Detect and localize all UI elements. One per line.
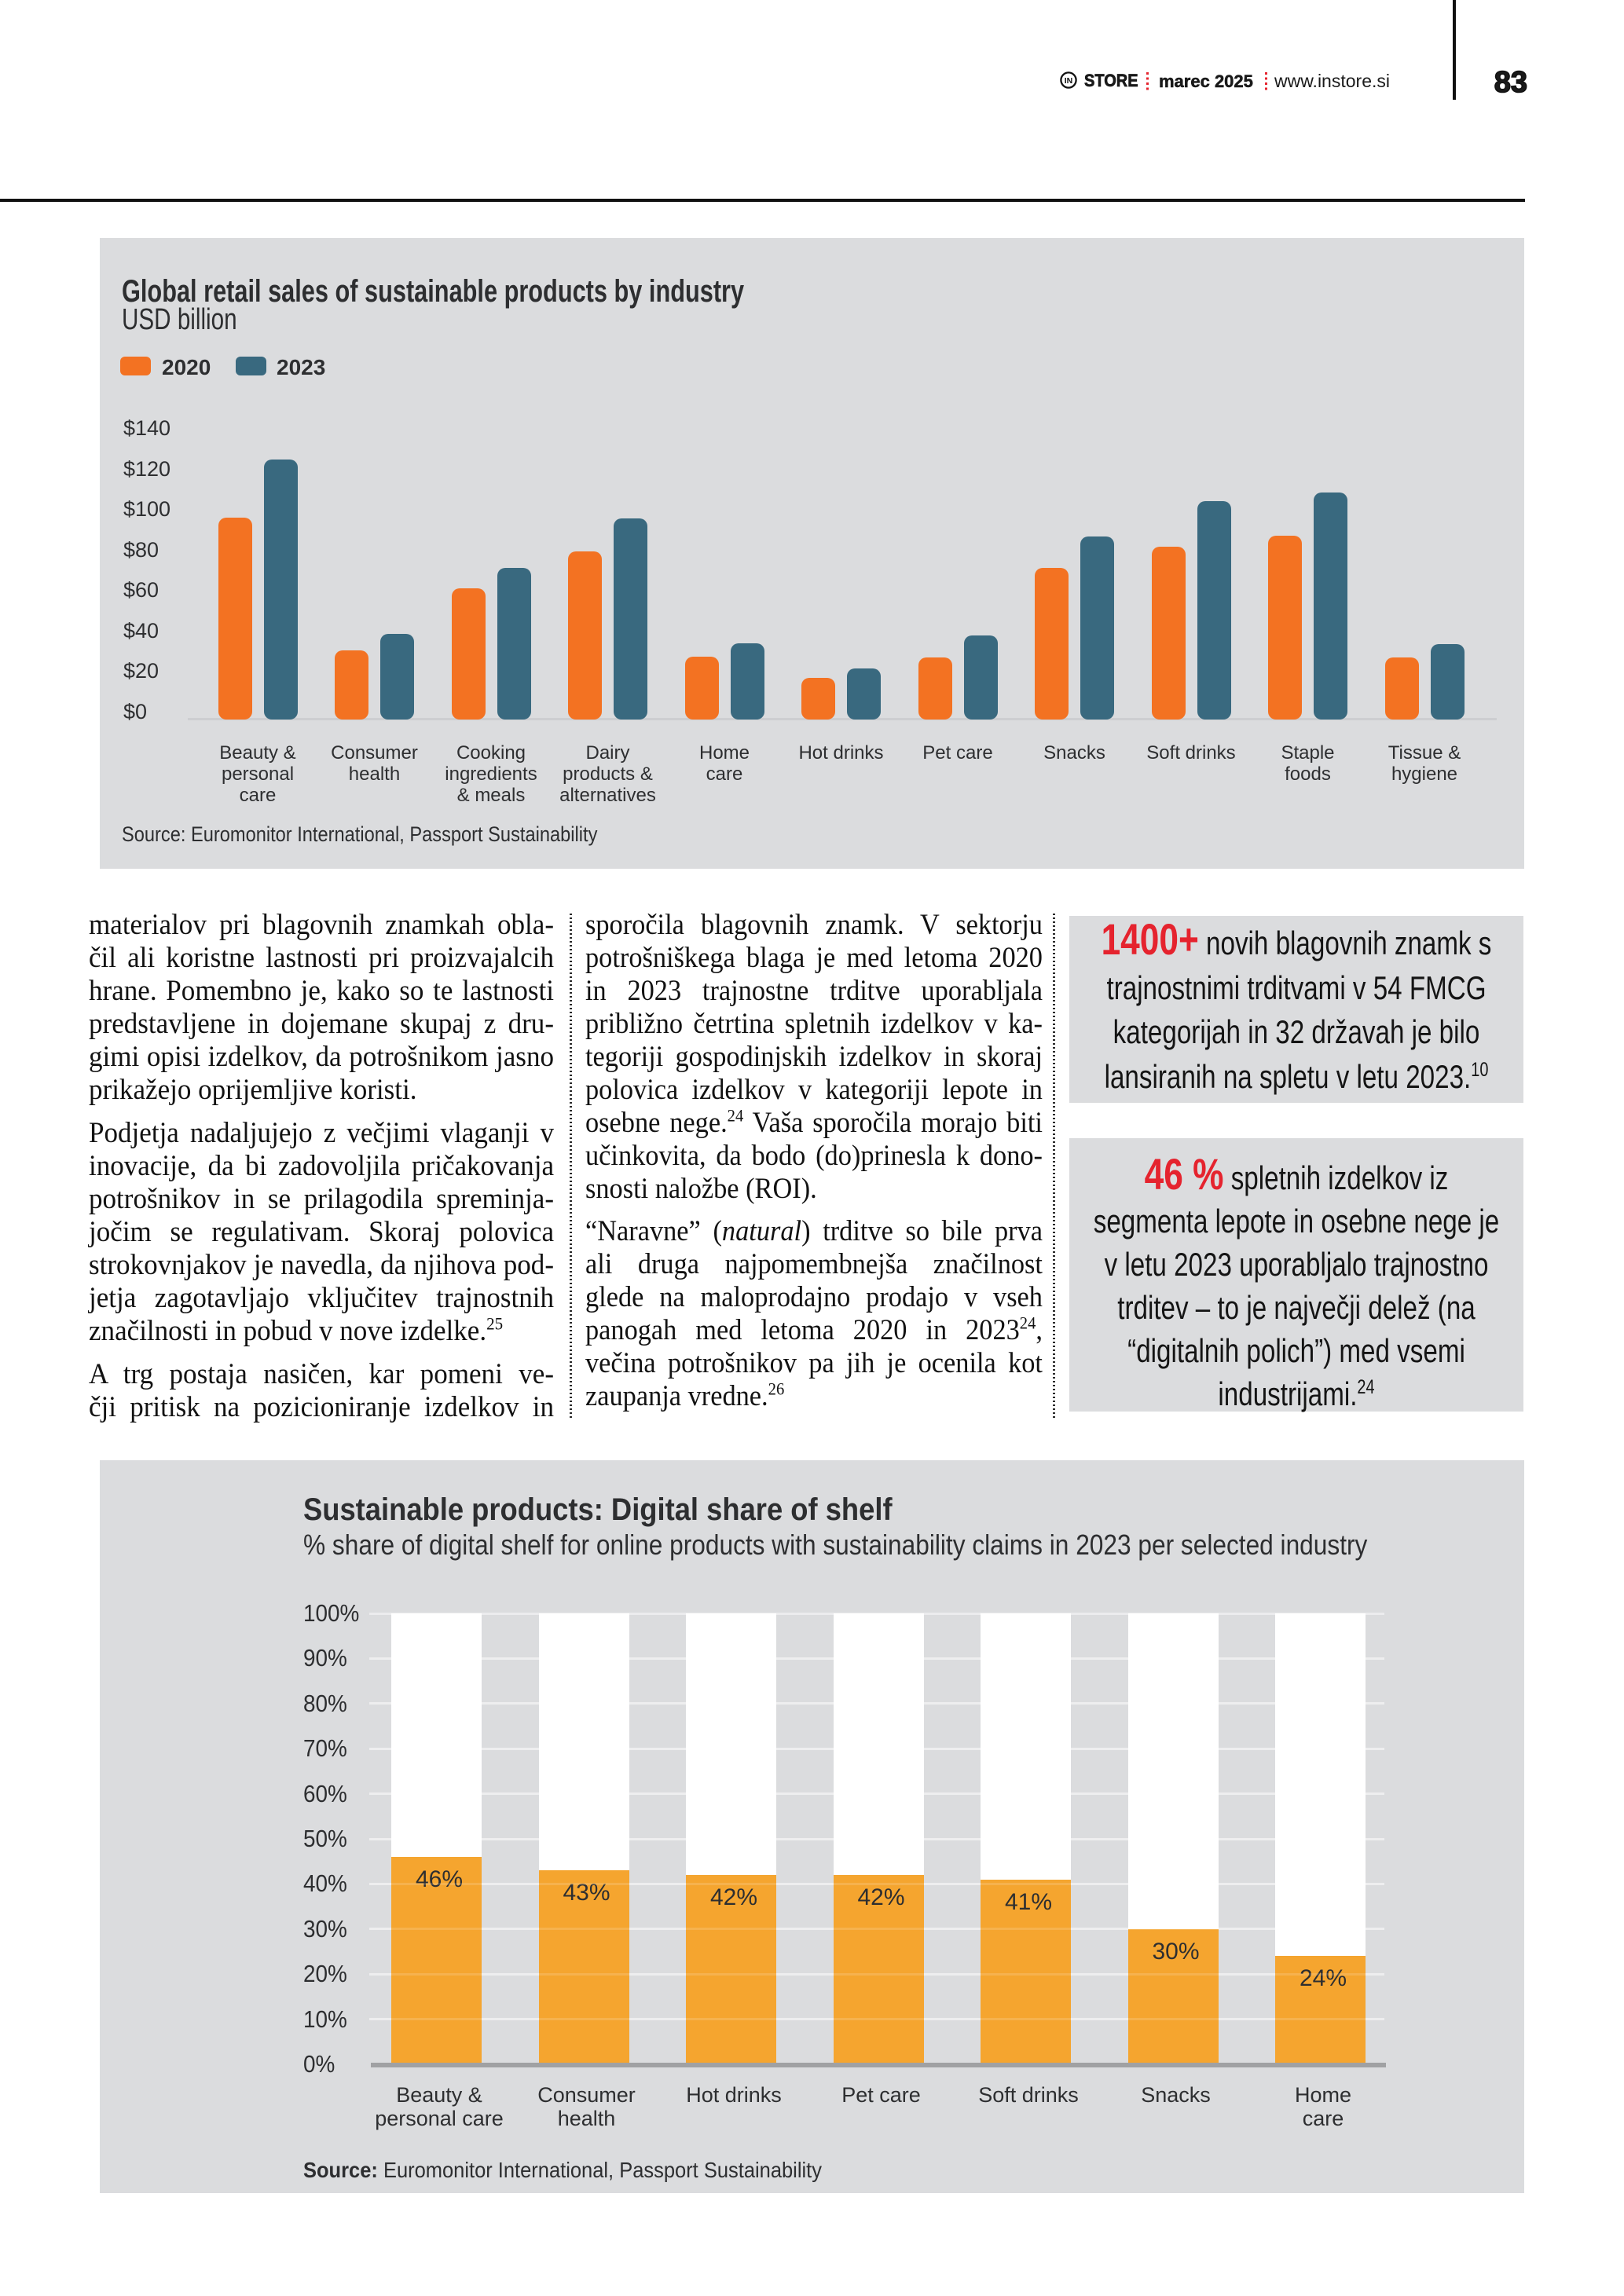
svg-text:IN: IN xyxy=(1065,76,1073,86)
